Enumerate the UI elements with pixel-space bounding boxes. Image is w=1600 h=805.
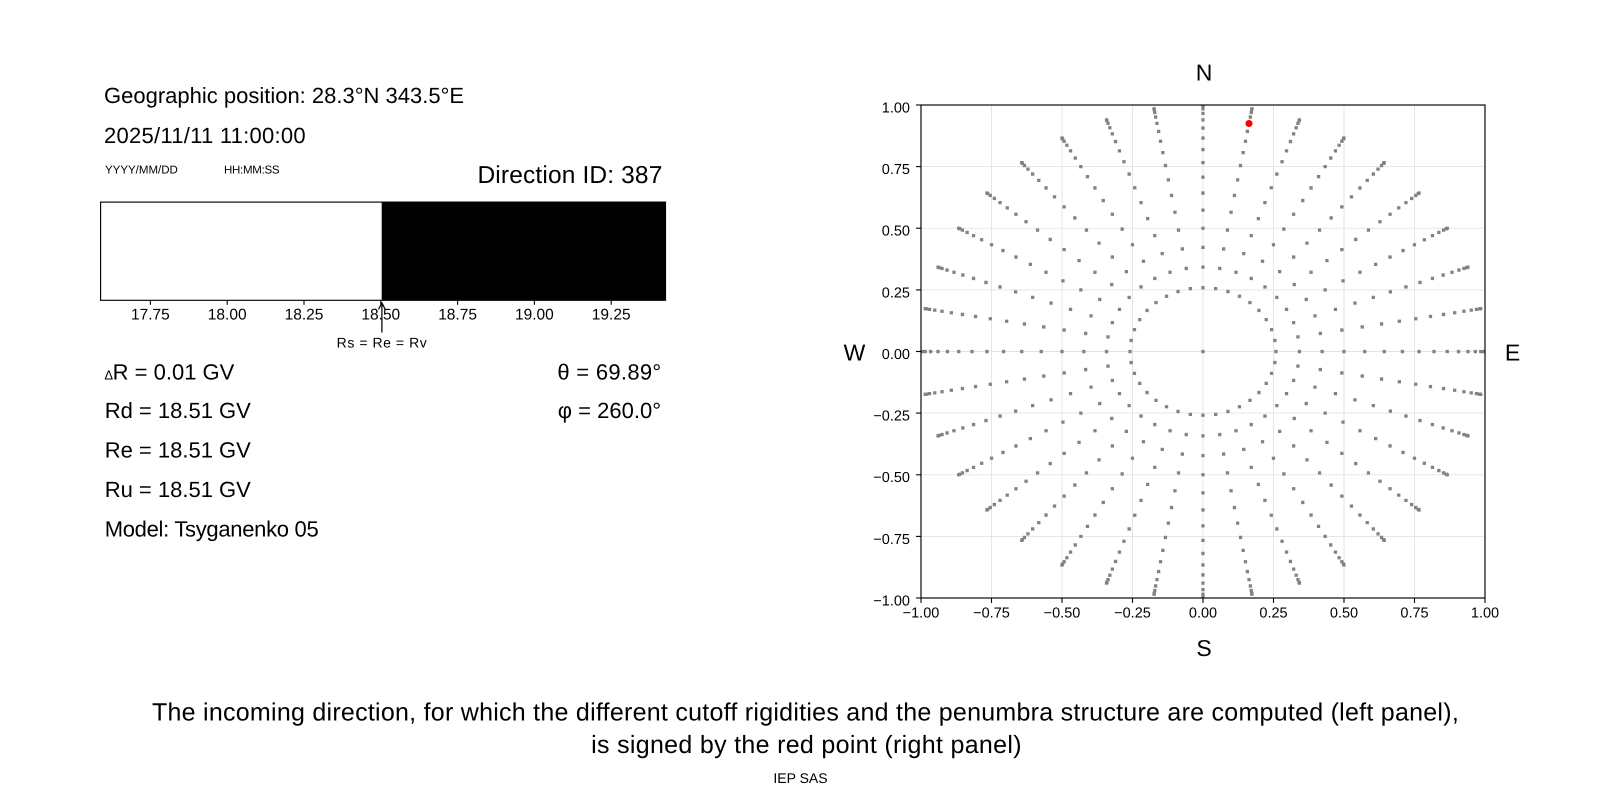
svg-text:19.00: 19.00 [515,307,554,324]
svg-text:17.75: 17.75 [131,307,170,324]
svg-text:−0.25: −0.25 [873,409,910,425]
svg-text:φ = 260.0°: φ = 260.0° [558,398,661,423]
svg-text:Geographic position: 28.3°N 34: Geographic position: 28.3°N 343.5°E [104,83,464,108]
svg-text:0.75: 0.75 [882,162,910,178]
svg-text:Re = 18.51 GV: Re = 18.51 GV [105,438,251,463]
svg-text:−0.75: −0.75 [973,606,1010,622]
svg-text:0.25: 0.25 [1259,606,1287,622]
svg-text:1.00: 1.00 [882,100,910,116]
svg-text:0.00: 0.00 [882,347,910,363]
svg-text:Ru = 18.51 GV: Ru = 18.51 GV [105,477,251,502]
svg-text:S: S [1196,635,1211,661]
svg-text:Rs = Re = Rv: Rs = Re = Rv [337,335,428,351]
svg-text:The incoming direction, for wh: The incoming direction, for which the di… [152,699,1459,727]
svg-text:18.25: 18.25 [285,307,324,324]
svg-text:0.50: 0.50 [1330,606,1358,622]
svg-text:HH:MM:SS: HH:MM:SS [224,165,280,177]
svg-text:Direction ID: 387: Direction ID: 387 [477,162,662,189]
svg-text:∆R = 0.01 GV: ∆R = 0.01 GV [105,360,235,385]
svg-text:−0.50: −0.50 [1044,606,1081,622]
svg-text:0.50: 0.50 [882,224,910,240]
svg-text:1.00: 1.00 [1471,606,1499,622]
svg-text:−0.75: −0.75 [873,532,910,548]
svg-text:θ = 69.89°: θ = 69.89° [557,360,661,385]
svg-text:18.50: 18.50 [361,307,400,324]
svg-text:−1.00: −1.00 [903,606,940,622]
svg-text:is signed by the red point (ri: is signed by the red point (right panel) [591,731,1022,759]
svg-text:18.75: 18.75 [438,307,477,324]
svg-text:IEP SAS: IEP SAS [773,770,827,786]
svg-text:E: E [1505,339,1520,365]
svg-text:19.25: 19.25 [592,307,631,324]
svg-text:−0.50: −0.50 [873,470,910,486]
svg-text:−0.25: −0.25 [1114,606,1151,622]
svg-text:Model: Tsyganenko 05: Model: Tsyganenko 05 [105,517,319,542]
svg-text:2025/11/11 11:00:00: 2025/11/11 11:00:00 [104,123,306,148]
svg-text:18.00: 18.00 [208,307,247,324]
svg-text:Rd = 18.51 GV: Rd = 18.51 GV [105,398,251,423]
svg-text:W: W [844,339,866,365]
svg-text:N: N [1196,60,1213,86]
svg-text:YYYY/MM/DD: YYYY/MM/DD [105,165,178,177]
svg-text:0.00: 0.00 [1189,606,1217,622]
svg-text:0.75: 0.75 [1400,606,1428,622]
svg-text:0.25: 0.25 [882,285,910,301]
svg-text:−1.00: −1.00 [873,593,910,609]
